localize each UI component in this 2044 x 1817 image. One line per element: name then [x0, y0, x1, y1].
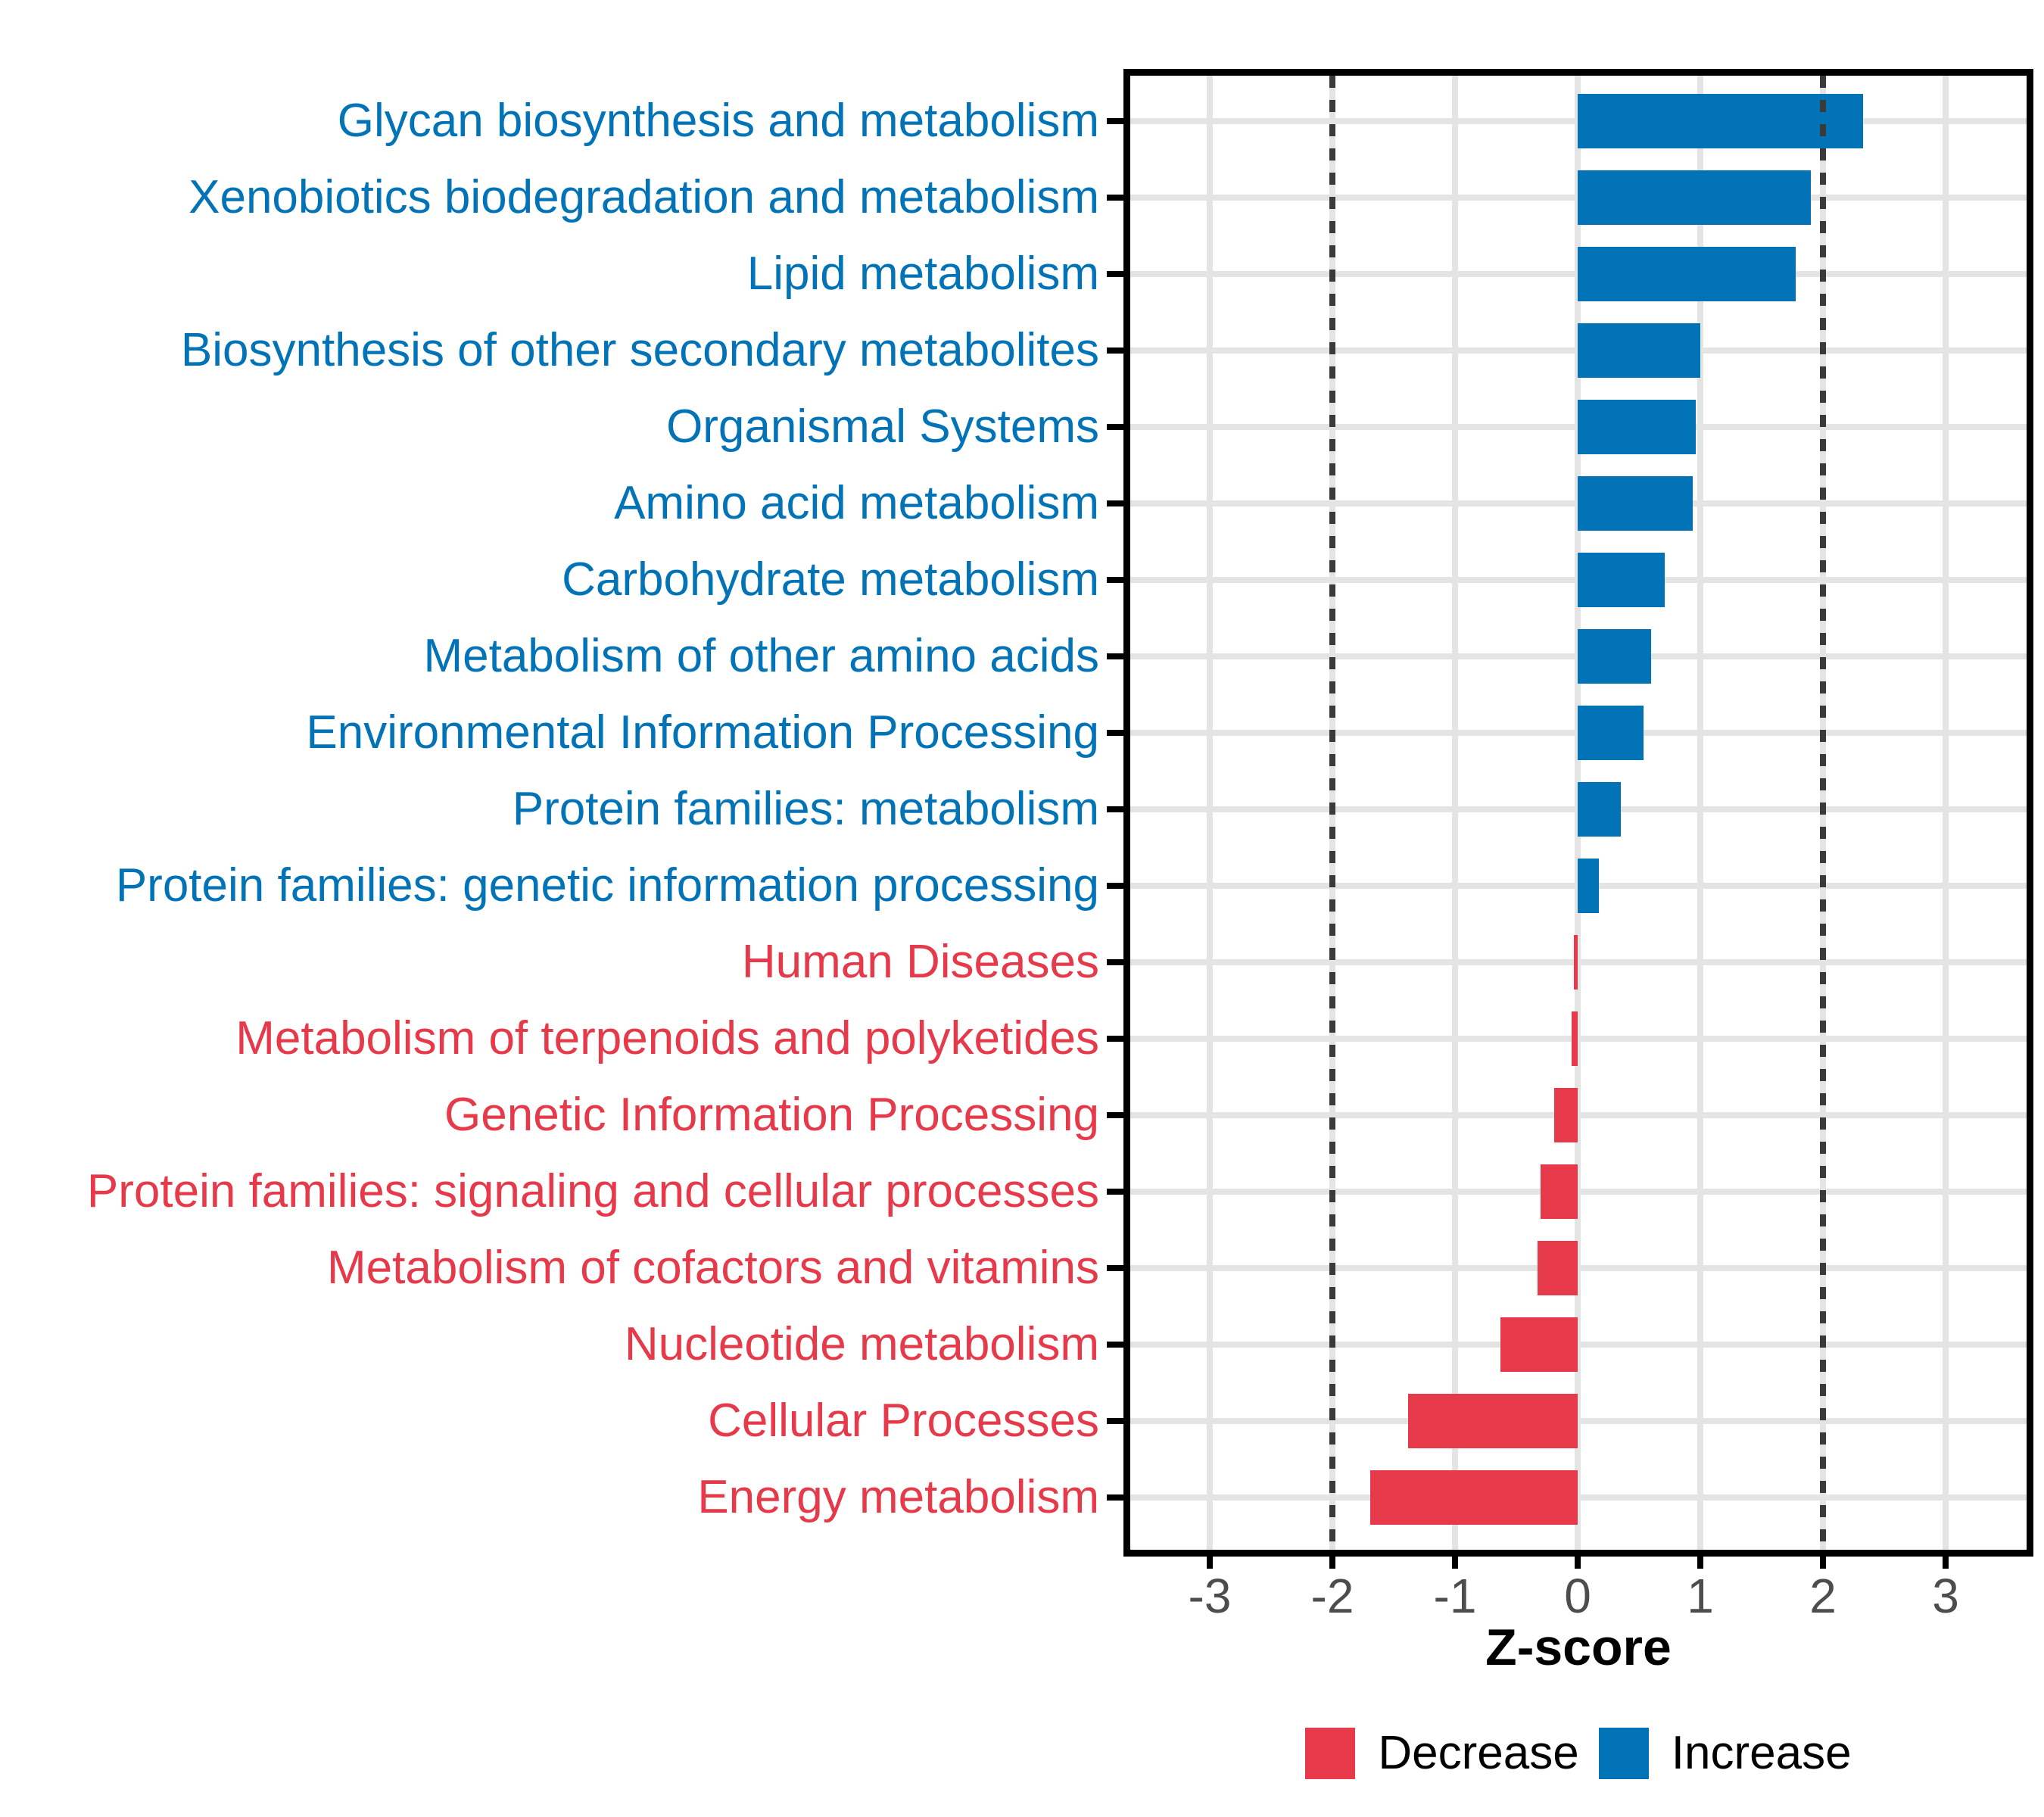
x-tick-mark [1329, 1557, 1335, 1569]
y-tick-mark [1107, 1035, 1123, 1042]
legend-swatch [1598, 1728, 1649, 1779]
y-tick-mark [1107, 1188, 1123, 1195]
legend-item: Increase [1598, 1727, 1852, 1779]
bar [1571, 1011, 1578, 1066]
y-tick-mark [1107, 729, 1123, 736]
x-tick-mark [1943, 1557, 1949, 1569]
y-tick-mark [1107, 347, 1123, 354]
y-tick-mark [1107, 423, 1123, 430]
horizontal-gridline [1130, 1494, 2027, 1501]
x-tick-mark [1207, 1557, 1213, 1569]
y-tick-mark [1107, 1417, 1123, 1424]
y-tick-mark [1107, 1111, 1123, 1118]
bar [1578, 552, 1665, 607]
category-label: Biosynthesis of other secondary metaboli… [180, 323, 1099, 376]
x-tick-label: 1 [1687, 1569, 1714, 1623]
vertical-gridline [1207, 76, 1213, 1550]
category-label: Cellular Processes [708, 1394, 1099, 1447]
bar [1408, 1393, 1578, 1448]
x-tick-mark [1575, 1557, 1581, 1569]
vertical-gridline [1452, 76, 1458, 1550]
dotted-reference-line [1329, 76, 1335, 1550]
category-label: Energy metabolism [697, 1470, 1099, 1523]
x-axis-title: Z-score [1485, 1619, 1672, 1676]
y-tick-mark [1107, 576, 1123, 583]
x-tick-mark [1820, 1557, 1826, 1569]
vertical-gridline [1943, 76, 1949, 1550]
horizontal-gridline [1130, 1035, 2027, 1042]
bar [1578, 323, 1700, 378]
x-tick-label: 0 [1564, 1569, 1591, 1623]
y-tick-mark [1107, 1264, 1123, 1271]
legend-label: Decrease [1378, 1727, 1579, 1779]
x-tick-label: -2 [1310, 1569, 1354, 1623]
bar [1578, 93, 1864, 148]
y-tick-mark [1107, 958, 1123, 965]
bar [1578, 246, 1796, 301]
horizontal-gridline [1130, 1417, 2027, 1424]
bar [1370, 1469, 1578, 1525]
y-tick-mark [1107, 1341, 1123, 1348]
plot-panel [1123, 69, 2033, 1557]
category-label: Protein families: metabolism [512, 782, 1099, 835]
bar [1578, 399, 1696, 454]
y-tick-mark [1107, 194, 1123, 201]
category-label: Carbohydrate metabolism [562, 553, 1099, 606]
category-label: Protein families: signaling and cellular… [86, 1164, 1099, 1217]
category-label: Lipid metabolism [746, 247, 1099, 300]
legend-swatch [1305, 1728, 1356, 1779]
y-tick-mark [1107, 117, 1123, 124]
bar [1574, 934, 1578, 990]
x-tick-label: 3 [1932, 1569, 1959, 1623]
bar [1578, 705, 1644, 760]
category-label: Organismal Systems [666, 400, 1099, 453]
y-tick-mark [1107, 500, 1123, 506]
x-tick-label: 2 [1809, 1569, 1837, 1623]
bar [1541, 1164, 1578, 1219]
y-tick-mark [1107, 653, 1123, 659]
category-label: Human Diseases [741, 935, 1099, 988]
horizontal-gridline [1130, 1264, 2027, 1271]
category-label: Genetic Information Processing [444, 1088, 1099, 1141]
category-label: Glycan biosynthesis and metabolism [337, 94, 1099, 147]
category-label: Xenobiotics biodegradation and metabolis… [189, 170, 1099, 223]
bar [1578, 628, 1652, 684]
legend-label: Increase [1671, 1727, 1852, 1779]
category-label: Protein families: genetic information pr… [115, 859, 1099, 912]
y-tick-mark [1107, 806, 1123, 812]
legend: Decrease Increase [1130, 1728, 2027, 1779]
legend-item: Decrease [1305, 1727, 1579, 1779]
y-tick-mark [1107, 882, 1123, 889]
x-tick-label: -1 [1433, 1569, 1477, 1623]
bar [1578, 475, 1693, 531]
category-label: Metabolism of terpenoids and polyketides [235, 1011, 1099, 1064]
horizontal-gridline [1130, 958, 2027, 965]
bar [1554, 1087, 1578, 1142]
bar [1578, 170, 1811, 225]
category-label: Metabolism of cofactors and vitamins [327, 1241, 1099, 1294]
bar [1578, 858, 1599, 913]
x-tick-mark [1452, 1557, 1458, 1569]
bar [1537, 1240, 1578, 1295]
x-tick-label: -3 [1188, 1569, 1232, 1623]
category-label: Amino acid metabolism [614, 476, 1099, 529]
x-tick-mark [1697, 1557, 1703, 1569]
vertical-gridline [1697, 76, 1703, 1550]
y-tick-mark [1107, 270, 1123, 277]
category-label: Nucleotide metabolism [624, 1317, 1099, 1370]
y-tick-mark [1107, 1494, 1123, 1501]
category-label: Metabolism of other amino acids [423, 629, 1099, 682]
bar [1500, 1317, 1578, 1372]
category-label: Environmental Information Processing [306, 706, 1099, 759]
horizontal-gridline [1130, 1111, 2027, 1118]
horizontal-gridline [1130, 1188, 2027, 1195]
horizontal-gridline [1130, 1341, 2027, 1348]
dotted-reference-line [1820, 76, 1826, 1550]
bar [1578, 781, 1621, 837]
